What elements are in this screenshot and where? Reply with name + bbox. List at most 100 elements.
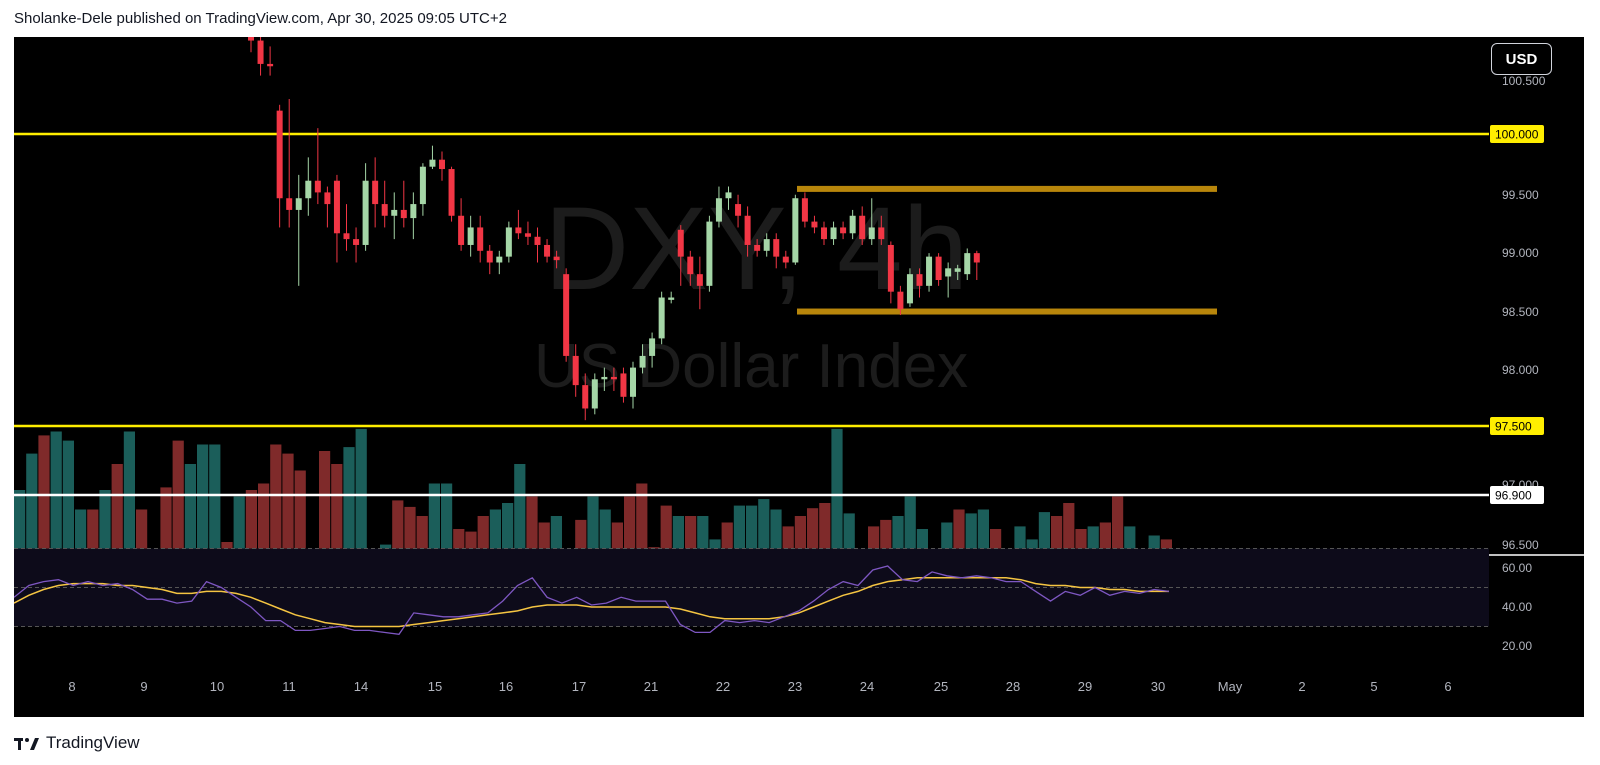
- volume-bar: [319, 451, 331, 555]
- time-tick-label: 15: [428, 679, 442, 694]
- time-tick-label: 11: [282, 679, 296, 694]
- volume-bar: [477, 516, 489, 555]
- candle-body: [591, 379, 598, 409]
- time-tick-label: 24: [860, 679, 874, 694]
- time-tick-label: 5: [1370, 679, 1377, 694]
- volume-bar: [209, 444, 221, 555]
- price-tick-label: 99.500: [1502, 188, 1539, 202]
- range-band-lower: [797, 308, 1217, 315]
- candle-body: [419, 166, 426, 205]
- volume-bar: [1124, 526, 1136, 555]
- volume-bar: [770, 509, 782, 555]
- candle-body: [916, 274, 923, 286]
- candle-body: [906, 274, 913, 304]
- candle-body: [964, 253, 971, 275]
- rsi-tick-label: 60.00: [1502, 561, 1532, 575]
- candle-body: [381, 204, 388, 216]
- footer-brand: TradingView: [14, 733, 140, 753]
- candle-body: [830, 227, 837, 240]
- volume-bar: [721, 522, 733, 555]
- candle-body: [849, 215, 856, 234]
- volume-bar: [343, 447, 355, 555]
- candle-body: [248, 37, 254, 41]
- volume-bar: [733, 505, 745, 555]
- candle-body: [553, 256, 560, 261]
- level-label-bg: [1490, 417, 1544, 435]
- volume-bar: [489, 509, 501, 555]
- volume-bar: [136, 509, 148, 555]
- time-tick-label: 16: [499, 679, 513, 694]
- candle-body: [725, 192, 732, 199]
- candle-body: [897, 291, 904, 310]
- candle-body: [773, 239, 780, 257]
- volume-bar: [587, 496, 599, 555]
- candle-body: [601, 376, 608, 380]
- volume-bar: [550, 516, 562, 555]
- volume-bar: [1038, 512, 1050, 555]
- volume-bar: [916, 529, 928, 555]
- candle-body: [782, 256, 789, 263]
- level-label: 96.900: [1495, 489, 1532, 503]
- candle-body: [668, 297, 675, 300]
- volume-bar: [111, 464, 123, 555]
- candle-body: [400, 209, 407, 219]
- level-label-bg: [1490, 486, 1544, 504]
- candle-body: [744, 215, 751, 245]
- volume-bar: [1051, 516, 1063, 555]
- time-tick-label: 28: [1006, 679, 1020, 694]
- candle-body: [811, 221, 818, 228]
- candle-body: [524, 233, 531, 237]
- candle-body: [563, 274, 570, 356]
- volume-bar: [50, 431, 62, 555]
- price-axis: 100.50099.50099.00098.50098.00097.00096.…: [1502, 74, 1546, 552]
- volume-bar: [990, 529, 1002, 555]
- price-tick-label: 96.500: [1502, 538, 1539, 552]
- volume-bar: [782, 526, 794, 555]
- time-tick-label: 29: [1078, 679, 1092, 694]
- volume-bar: [624, 496, 636, 555]
- price-tick-label: 99.000: [1502, 246, 1539, 260]
- volume-bar: [636, 483, 648, 555]
- time-tick-label: 6: [1444, 679, 1451, 694]
- currency-button[interactable]: USD: [1491, 43, 1552, 75]
- volume-bar: [331, 464, 343, 555]
- candle-body: [324, 192, 331, 205]
- volume-bar: [1026, 539, 1038, 555]
- chart-area[interactable]: DXY, 4h US Dollar Index 100.500 99.500 99.…: [14, 37, 1584, 717]
- volume-bar: [26, 453, 38, 555]
- time-tick-label: 14: [354, 679, 368, 694]
- volume-bar: [123, 431, 135, 555]
- volume-bar: [819, 503, 831, 555]
- candle-body: [353, 239, 360, 245]
- volume-bar: [1148, 535, 1160, 555]
- candle-body: [295, 198, 302, 210]
- candle-body: [649, 338, 656, 356]
- candle-body: [801, 198, 808, 222]
- volume-bar: [660, 505, 672, 555]
- candlesticks: [248, 37, 980, 421]
- candle-body: [935, 256, 942, 280]
- volume-bar: [904, 496, 916, 555]
- candle-body: [639, 355, 646, 368]
- volume-bar: [794, 516, 806, 555]
- price-chart[interactable]: DXY, 4h US Dollar Index 100.50099.50099.…: [14, 37, 1584, 717]
- volume-bar: [160, 487, 172, 555]
- volume-bar: [575, 519, 587, 555]
- volume-bar: [416, 516, 428, 555]
- volume-bar: [807, 508, 819, 555]
- time-tick-label: 25: [934, 679, 948, 694]
- candle-body: [496, 256, 503, 263]
- range-band: [797, 185, 1217, 315]
- candle-body: [878, 227, 885, 240]
- range-band-upper: [797, 185, 1217, 192]
- level-labels: 100.000 97.500 96.900: [1490, 125, 1544, 504]
- volume-bars: [14, 428, 1172, 555]
- volume-bar: [746, 505, 758, 555]
- level-label: 100.000: [1495, 128, 1539, 142]
- candle-body: [572, 355, 579, 386]
- volume-bar: [697, 516, 709, 555]
- candle-body: [630, 367, 636, 397]
- candle-body: [821, 227, 827, 240]
- time-tick-label: 8: [68, 679, 75, 694]
- candle-body: [792, 198, 799, 263]
